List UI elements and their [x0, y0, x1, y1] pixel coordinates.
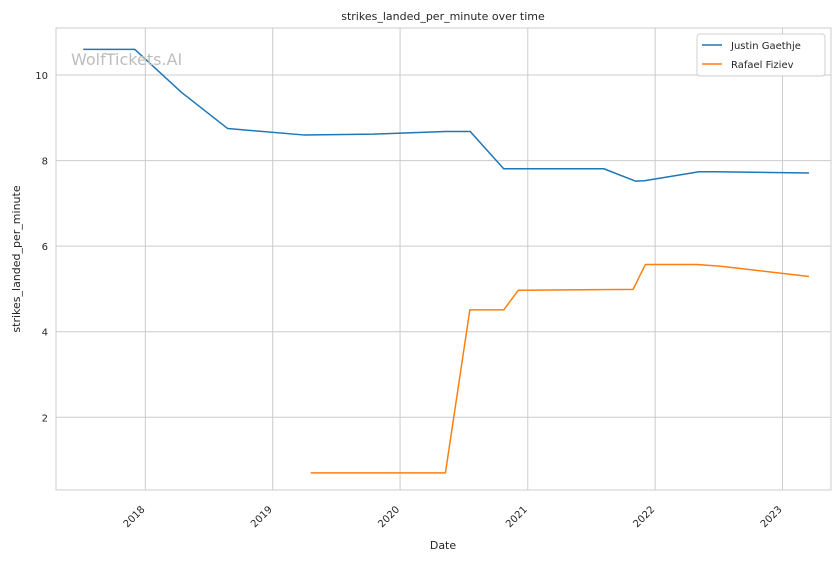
- legend: Justin Gaethje Rafael Fiziev: [696, 33, 826, 77]
- watermark: WolfTickets.AI: [71, 50, 182, 69]
- legend-label-rafael-fiziev: Rafael Fiziev: [731, 60, 794, 71]
- y-tick-label: 10: [35, 71, 48, 82]
- y-tick-label: 8: [42, 157, 48, 168]
- y-tick-label: 6: [42, 242, 48, 253]
- plot-area-frame: [55, 27, 832, 491]
- legend-label-justin-gaethje: Justin Gaethje: [730, 41, 801, 52]
- y-tick-label: 4: [42, 328, 48, 339]
- legend-box: [696, 33, 826, 77]
- y-tick-label: 2: [42, 413, 48, 424]
- x-axis-label: Date: [430, 539, 457, 552]
- y-tick-labels: 2 4 6 8 10: [35, 71, 48, 424]
- series-layer: [83, 48, 810, 474]
- series-line-rafael-fiziev: [310, 263, 810, 474]
- series-line-justin-gaethje: [83, 48, 810, 182]
- y-axis-label: strikes_landed_per_minute: [10, 185, 23, 332]
- grid-lines: [56, 28, 831, 490]
- chart-title: strikes_landed_per_minute over time: [341, 10, 545, 23]
